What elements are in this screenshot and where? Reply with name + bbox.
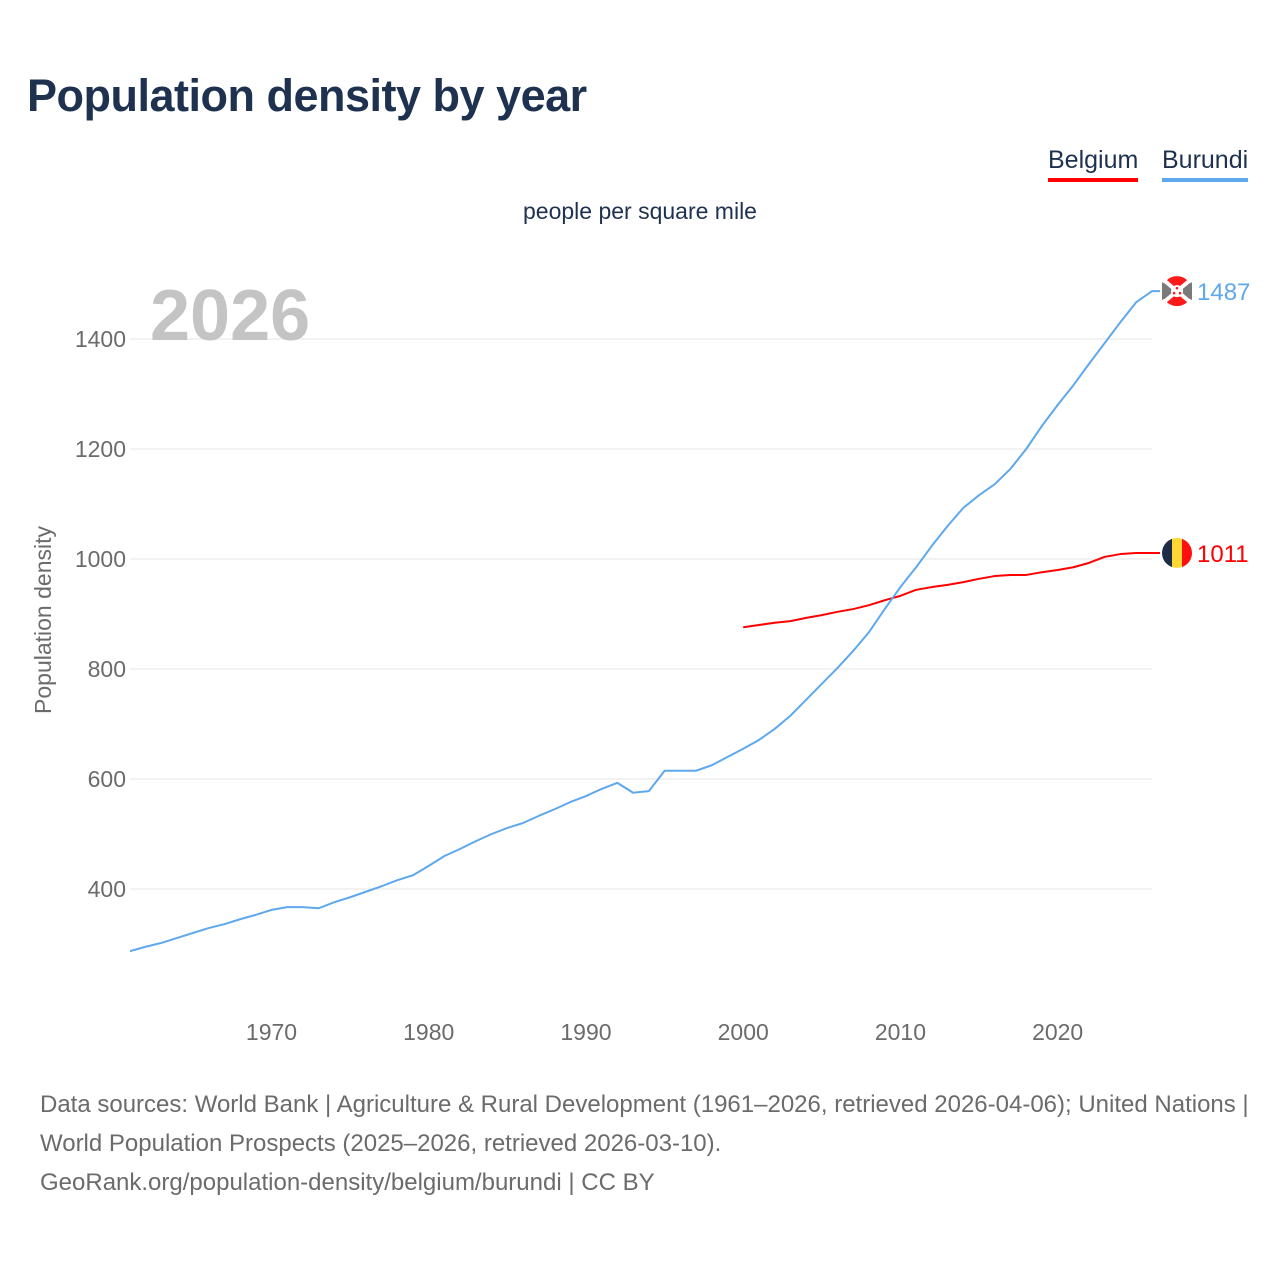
series-line-burundi: [129, 290, 1160, 953]
flag-star: [1175, 286, 1179, 290]
stripe-yellow: [1172, 537, 1182, 568]
stripe-red: [1182, 537, 1192, 568]
flag-stripes: [1162, 537, 1192, 568]
series-line-belgium: [743, 551, 1160, 629]
credit-link[interactable]: GeoRank.org/population-density/belgium/b…: [40, 1169, 655, 1196]
chart-subtitle: people per square mile: [523, 198, 757, 224]
y-tick-label: 400: [88, 876, 126, 902]
chart-title: Population density by year: [27, 70, 587, 121]
stripe-black: [1162, 537, 1172, 568]
flag-icon-belgium: [1162, 537, 1192, 568]
x-tick-label: 2000: [718, 1019, 769, 1045]
y-tick-label: 1400: [75, 326, 126, 352]
end-label-burundi: 1487: [1197, 279, 1250, 306]
year-watermark: 2026: [150, 276, 310, 356]
legend-burundi[interactable]: Burundi: [1162, 146, 1249, 182]
y-tick-label: 800: [88, 656, 126, 682]
flag-star: [1172, 291, 1176, 295]
y-tick-label: 1000: [75, 546, 126, 572]
x-tick-label: 1970: [246, 1019, 297, 1045]
x-tick-label: 1980: [403, 1019, 454, 1045]
footer: Data sources: World Bank | Agriculture &…: [40, 1085, 1250, 1202]
x-tick-label: 2010: [875, 1019, 926, 1045]
flag-icon-burundi: [1162, 276, 1192, 307]
end-label-belgium: 1011: [1197, 541, 1249, 568]
x-tick-label: 2020: [1032, 1019, 1083, 1045]
legend-belgium[interactable]: Belgium: [1048, 146, 1139, 182]
y-tick-label: 600: [88, 766, 126, 792]
x-tick-label: 1990: [560, 1019, 611, 1045]
y-axis-label: Population density: [30, 526, 56, 714]
y-tick-label: 1200: [75, 436, 126, 462]
flag-star: [1178, 291, 1182, 295]
data-sources: Data sources: World Bank | Agriculture &…: [40, 1091, 1249, 1157]
